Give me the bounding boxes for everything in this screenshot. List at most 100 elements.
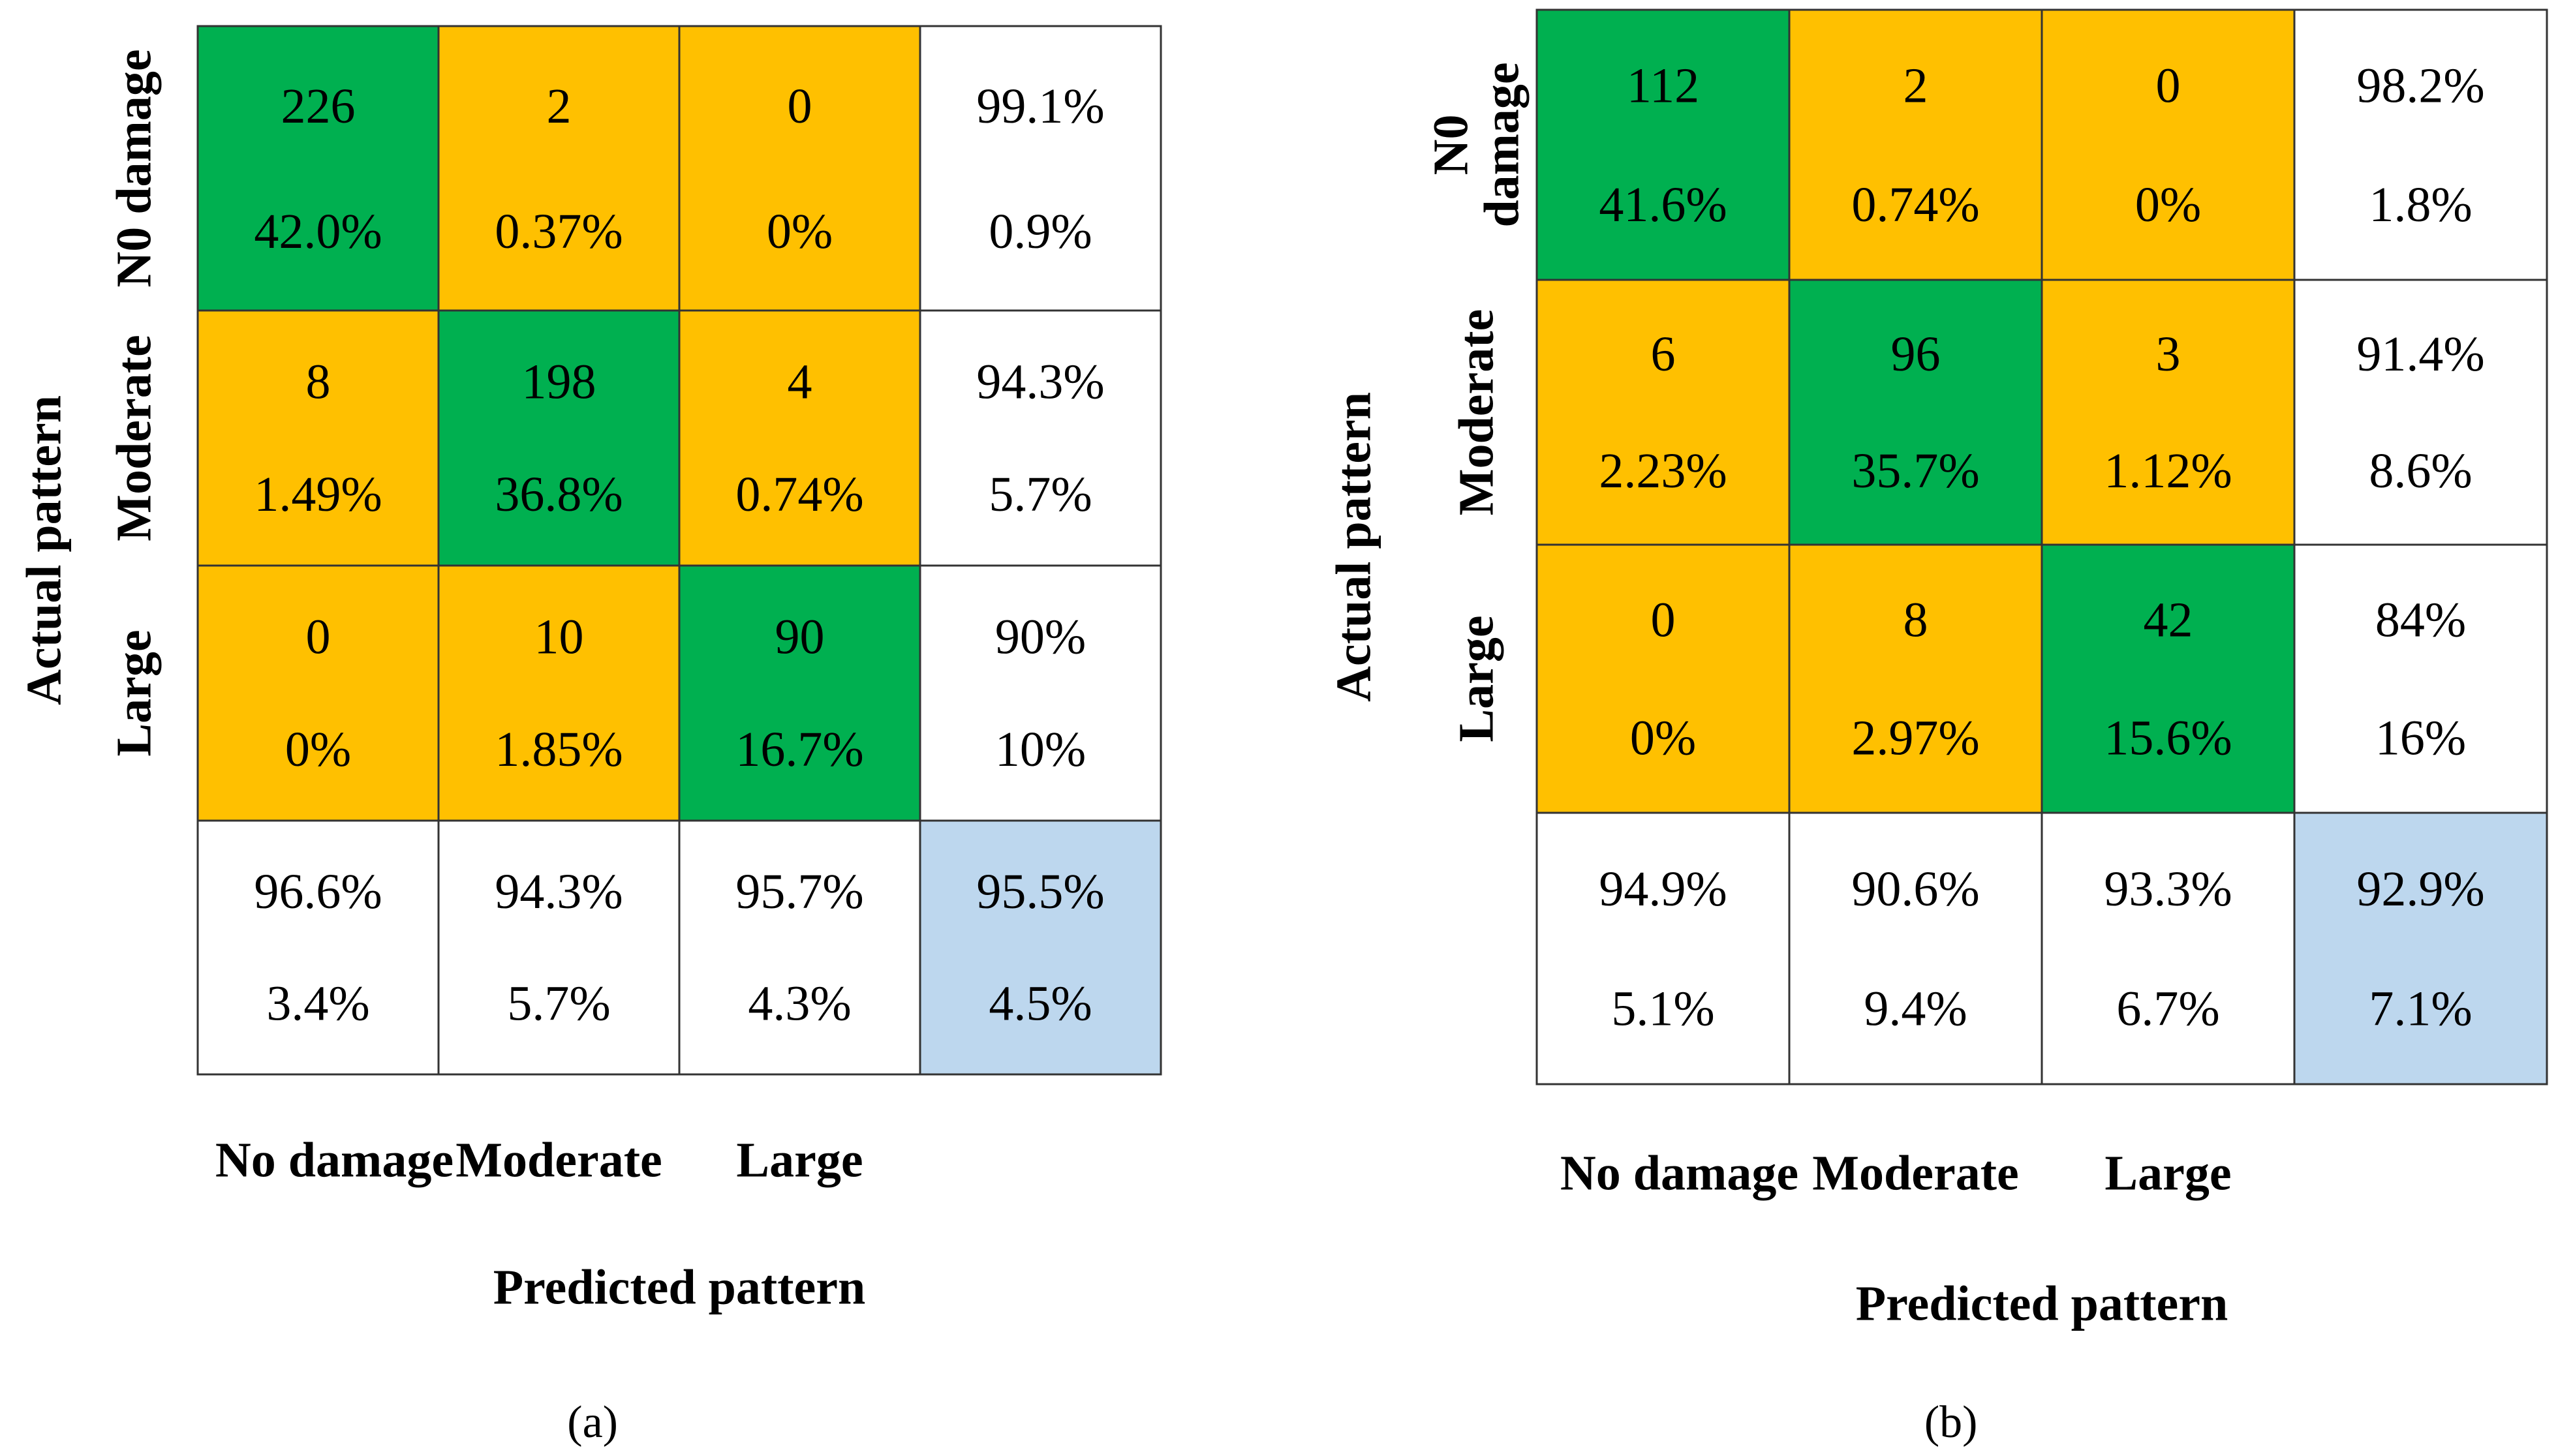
column-label: No damage <box>1560 1145 1798 1200</box>
cell-value: 0% <box>767 204 833 259</box>
cell-value: 99.1% <box>976 79 1104 134</box>
cell-value: 9.4% <box>1864 981 1967 1036</box>
panel-caption: (a) <box>567 1397 618 1448</box>
matrix-cell <box>1788 279 2043 546</box>
matrix-cell <box>1788 543 2043 814</box>
cell-value: 8.6% <box>2369 444 2472 498</box>
column-label: Large <box>736 1132 863 1187</box>
cell-value: 5.7% <box>989 467 1092 522</box>
cell-value: 91.4% <box>2356 327 2484 382</box>
cell-value: 41.6% <box>1599 177 1727 232</box>
cell-value: 0.74% <box>735 467 863 522</box>
cell-value: 94.3% <box>976 355 1104 410</box>
cell-value: 35.7% <box>1851 444 1979 498</box>
cell-value: 42 <box>2144 593 2193 648</box>
matrix-cell <box>1788 811 2043 1085</box>
matrix-cell <box>437 564 681 822</box>
matrix-cell <box>2041 8 2296 281</box>
column-label: Moderate <box>455 1132 662 1187</box>
cell-value: 0 <box>2156 59 2181 114</box>
cell-value: 96.6% <box>254 864 382 919</box>
cell-value: 0.74% <box>1851 177 1979 232</box>
cell-value: 112 <box>1627 59 1699 114</box>
matrix-cell <box>437 25 681 312</box>
cell-value: 0% <box>1630 711 1696 766</box>
matrix-cell <box>437 309 681 567</box>
x-axis-label: Predicted pattern <box>1856 1276 2228 1331</box>
matrix-cell <box>1535 543 1791 814</box>
cell-value: 1.12% <box>2104 444 2232 498</box>
cell-value: 8 <box>1903 593 1928 648</box>
panel-caption: (b) <box>1924 1397 1978 1448</box>
matrix-cell <box>2041 279 2296 546</box>
cell-value: 96 <box>1891 327 1941 382</box>
matrix-cell <box>919 819 1162 1076</box>
cell-value: 10 <box>534 610 584 665</box>
cell-value: 92.9% <box>2356 862 2484 917</box>
matrix-cell <box>919 25 1162 312</box>
row-label: Large <box>106 629 161 756</box>
matrix-cell <box>2293 811 2548 1085</box>
cell-value: 4.5% <box>989 976 1092 1031</box>
cell-value: 226 <box>281 79 356 134</box>
cell-value: 16% <box>2375 711 2466 766</box>
cell-value: 94.3% <box>495 864 623 919</box>
cell-value: 42.0% <box>254 204 382 259</box>
cell-value: 0 <box>306 610 331 665</box>
cell-value: 0 <box>1651 593 1676 648</box>
matrix-cell <box>2041 543 2296 814</box>
row-label: Large <box>1449 615 1503 742</box>
matrix-cell <box>1535 8 1791 281</box>
matrix-cell <box>678 309 921 567</box>
matrix-cell <box>919 309 1162 567</box>
cell-value: 90% <box>995 610 1086 665</box>
matrix-cell <box>196 309 440 567</box>
x-axis-label: Predicted pattern <box>493 1260 866 1314</box>
matrix-cell <box>678 819 921 1076</box>
cell-value: 95.7% <box>735 864 863 919</box>
y-axis-label: Actual pattern <box>16 395 71 705</box>
cell-value: 4.3% <box>748 976 851 1031</box>
y-axis-label: Actual pattern <box>1326 392 1381 702</box>
matrix-cell <box>2293 543 2548 814</box>
cell-value: 1.85% <box>495 722 623 777</box>
cell-value: 16.7% <box>735 722 863 777</box>
row-label: Moderate <box>1449 309 1503 516</box>
matrix-cell <box>2041 811 2296 1085</box>
cell-value: 94.9% <box>1599 862 1727 917</box>
matrix-cell <box>1535 279 1791 546</box>
row-label: N0 <box>1423 115 1478 175</box>
cell-value: 2.97% <box>1851 711 1979 766</box>
cell-value: 0.9% <box>989 204 1092 259</box>
column-label: Moderate <box>1812 1145 2019 1200</box>
matrix-cell <box>678 564 921 822</box>
row-label: damage <box>1474 62 1529 227</box>
cell-value: 4 <box>788 355 812 410</box>
cell-value: 0% <box>2135 177 2201 232</box>
column-label: Large <box>2104 1145 2231 1200</box>
column-label: No damage <box>215 1132 454 1187</box>
matrix-cell <box>1788 8 2043 281</box>
cell-value: 0.37% <box>495 204 623 259</box>
row-label: Moderate <box>106 335 161 541</box>
cell-value: 6 <box>1651 327 1676 382</box>
cell-value: 3.4% <box>266 976 369 1031</box>
cell-value: 1.8% <box>2369 177 2472 232</box>
matrix-cell <box>437 819 681 1076</box>
cell-value: 90 <box>775 610 825 665</box>
matrix-cell <box>2293 8 2548 281</box>
cell-value: 36.8% <box>495 467 623 522</box>
cell-value: 0 <box>788 79 812 134</box>
cell-value: 7.1% <box>2369 981 2472 1036</box>
cell-value: 98.2% <box>2356 59 2484 114</box>
cell-value: 5.7% <box>507 976 610 1031</box>
cell-value: 6.7% <box>2116 981 2219 1036</box>
matrix-cell <box>919 564 1162 822</box>
cell-value: 8 <box>306 355 331 410</box>
matrix-cell <box>678 25 921 312</box>
row-label: N0 damage <box>106 49 161 287</box>
matrix-cell <box>196 25 440 312</box>
cell-value: 5.1% <box>1611 981 1714 1036</box>
cell-value: 3 <box>2156 327 2181 382</box>
